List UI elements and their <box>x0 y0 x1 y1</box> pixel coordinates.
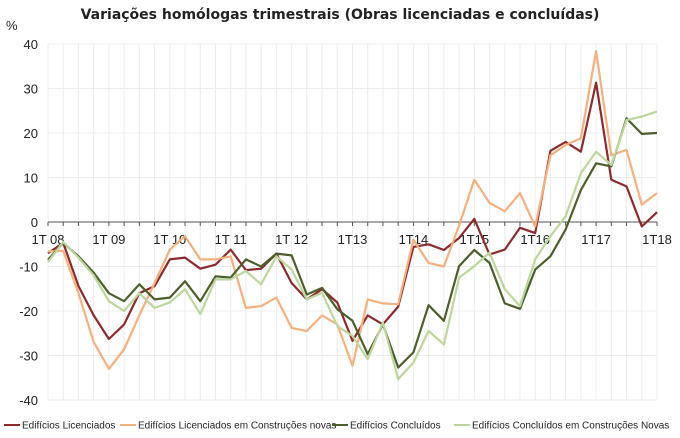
y-axis-ticks: 40 30 20 10 0 -10 -20 -30 -40 <box>19 37 38 408</box>
x-tick-label: 1T18 <box>642 232 672 247</box>
x-tick-label: 1T 12 <box>275 232 308 247</box>
series-line <box>47 110 658 381</box>
x-tick-label: 1T16 <box>520 232 550 247</box>
series-line <box>47 81 658 342</box>
legend-item: Edifícios Licenciados <box>4 421 115 432</box>
legend-item: Edifícios Concluídos em Construções Nova… <box>454 421 669 432</box>
x-axis: 1T 08 1T 09 1T 10 1T 11 1T 12 1T13 1T14 1T15 1T1… <box>31 221 672 247</box>
y-tick-label: 40 <box>24 37 38 52</box>
y-axis-label: % <box>6 18 18 33</box>
y-tick-label: 0 <box>31 215 38 230</box>
y-tick-label: -20 <box>19 304 38 319</box>
series-line <box>47 117 658 369</box>
legend-label: Edifícios Concluídos <box>350 421 441 432</box>
chart-title: Variações homólogas trimestrais (Obras l… <box>81 7 600 23</box>
y-tick-label: 20 <box>24 126 38 141</box>
legend-label: Edifícios Licenciados <box>22 421 115 432</box>
legend-label: Edifícios Licenciados em Construções nov… <box>138 421 336 432</box>
x-tick-label: 1T 11 <box>215 232 247 247</box>
legend-item: Edifícios Concluídos <box>332 421 441 432</box>
series-lines <box>47 49 658 381</box>
y-tick-label: 30 <box>24 82 38 97</box>
y-tick-label: 10 <box>24 171 38 186</box>
x-tick-label: 1T 09 <box>92 232 125 247</box>
legend-label: Edifícios Concluídos em Construções Nova… <box>472 421 669 432</box>
x-tick-label: 1T17 <box>581 232 611 247</box>
x-tick-label: 1T 08 <box>31 232 64 247</box>
y-tick-label: -10 <box>19 260 38 275</box>
y-tick-label: -30 <box>19 349 38 364</box>
y-tick-label: -40 <box>19 393 38 408</box>
legend-item: Edifícios Licenciados em Construções nov… <box>120 421 336 432</box>
x-tick-label: 1T13 <box>338 232 368 247</box>
legend: Edifícios Licenciados Edifícios Licenciad… <box>4 421 669 432</box>
